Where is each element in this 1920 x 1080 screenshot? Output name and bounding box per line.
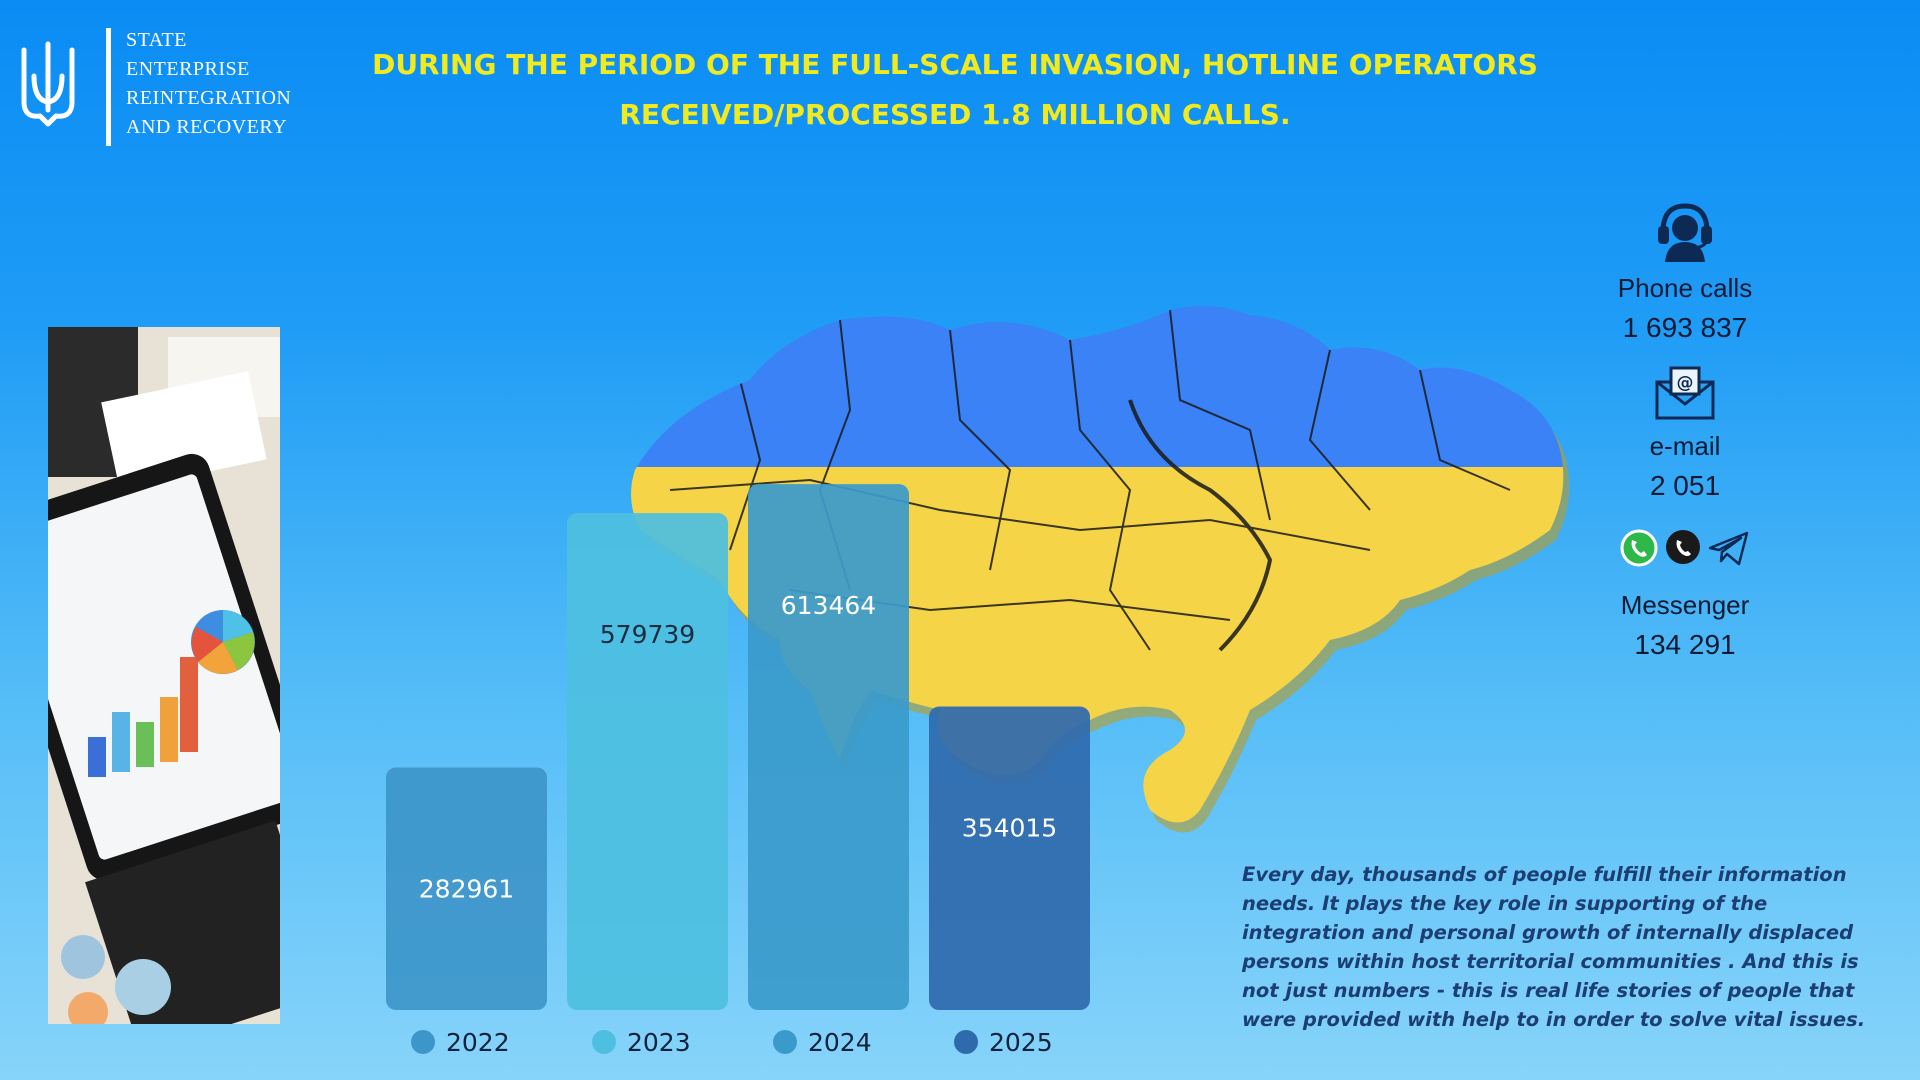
bar-value-label: 282961 [419,874,514,903]
bars-group: 282961 579739 613464 354015 [386,484,1090,1010]
telegram-icon [1708,531,1749,566]
envelope-at-icon: @ [1655,366,1715,420]
logo-divider [106,28,111,146]
title-line-2: RECEIVED/PROCESSED 1.8 MILLION CALLS. [619,98,1291,131]
phone-contact: Phone calls 1 693 837 [1600,200,1770,344]
messenger-contact: Messenger 134 291 [1600,528,1770,661]
email-contact: @ e-mail 2 051 [1600,364,1770,502]
org-line: STATE [126,29,187,51]
org-line: AND RECOVERY [126,116,288,138]
messenger-value: 134 291 [1634,629,1736,660]
photo-illustration [48,327,280,1024]
bar-2022 [386,767,547,1010]
whatsapp-icon [1620,529,1658,567]
legend-label: 2023 [627,1028,691,1057]
bar-2025 [929,706,1090,1010]
bar-value-label: 579739 [600,620,695,649]
phone-value: 1 693 837 [1622,312,1748,343]
org-line: ENTERPRISE [126,58,250,80]
bar-value-label: 354015 [962,814,1057,843]
tablet-chart-photo [48,327,280,1024]
title-line-1: DURING THE PERIOD OF THE FULL-SCALE INVA… [372,48,1538,81]
messenger-icons [1600,528,1770,568]
legend-dot [411,1030,435,1054]
svg-text:@: @ [1677,373,1694,393]
chart-legend: 2022 2023 2024 2025 [411,1028,1053,1057]
phone-label: Phone calls [1617,273,1753,303]
story-paragraph: Every day, thousands of people fulfill t… [1242,863,1866,1031]
legend-dot [954,1030,978,1054]
viber-icon [1666,530,1700,564]
trident-icon [21,41,75,127]
org-name: STATE ENTERPRISE REINTEGRATION AND RECOV… [126,26,326,142]
legend-dot [773,1030,797,1054]
legend-label: 2025 [989,1028,1053,1057]
legend-label: 2022 [446,1028,510,1057]
bar-value-label: 613464 [781,591,876,620]
bar-2023 [567,513,728,1010]
email-value: 2 051 [1649,470,1721,501]
org-line: REINTEGRATION [126,87,292,109]
legend-dot [592,1030,616,1054]
headset-operator-icon [1658,203,1712,262]
email-label: e-mail [1649,431,1721,461]
bar-2024 [748,484,909,1010]
page-title: DURING THE PERIOD OF THE FULL-SCALE INVA… [360,40,1550,140]
messenger-label: Messenger [1620,590,1750,620]
legend-label: 2024 [808,1028,872,1057]
flag-blue [631,306,1564,467]
